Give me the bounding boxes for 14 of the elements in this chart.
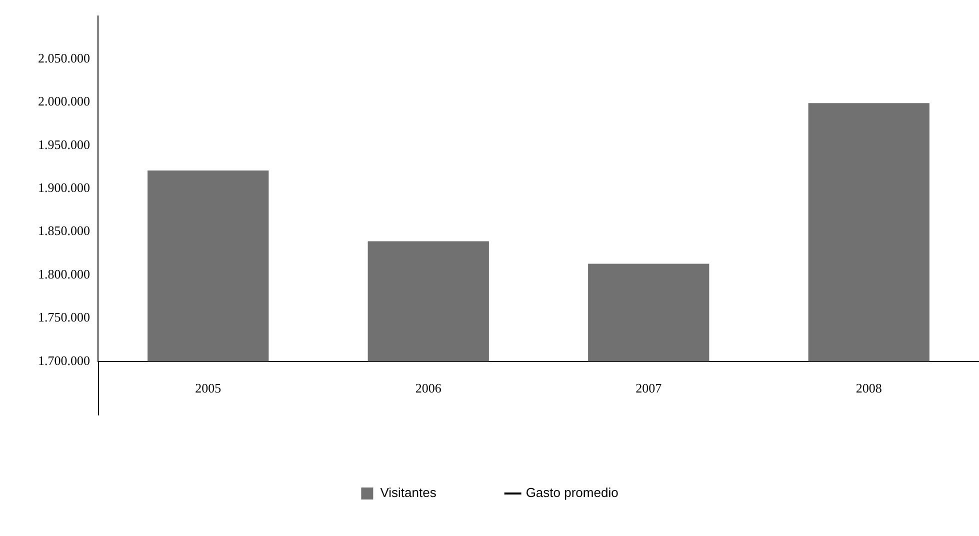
y-tick-label: 1.950.000 (38, 136, 90, 152)
x-tick-label: 2005 (195, 380, 222, 396)
y-tick-label: 1.750.000 (38, 310, 90, 325)
x-tick-label: 2008 (856, 380, 882, 396)
x-tick-label: 2007 (636, 380, 662, 396)
y-tick-label: 1.800.000 (38, 266, 90, 282)
legend-label: Visitantes (380, 485, 437, 500)
y-tick-label: 1.700.000 (38, 352, 90, 368)
legend-label: Gasto promedio (526, 485, 618, 500)
x-tick-label: 2006 (415, 380, 442, 396)
y-tick-label: 1.900.000 (38, 180, 90, 196)
y-tick-label: 2.050.000 (38, 50, 90, 66)
y-tick-label: 1.850.000 (38, 223, 90, 238)
y-tick-label: 2.000.000 (38, 94, 90, 109)
